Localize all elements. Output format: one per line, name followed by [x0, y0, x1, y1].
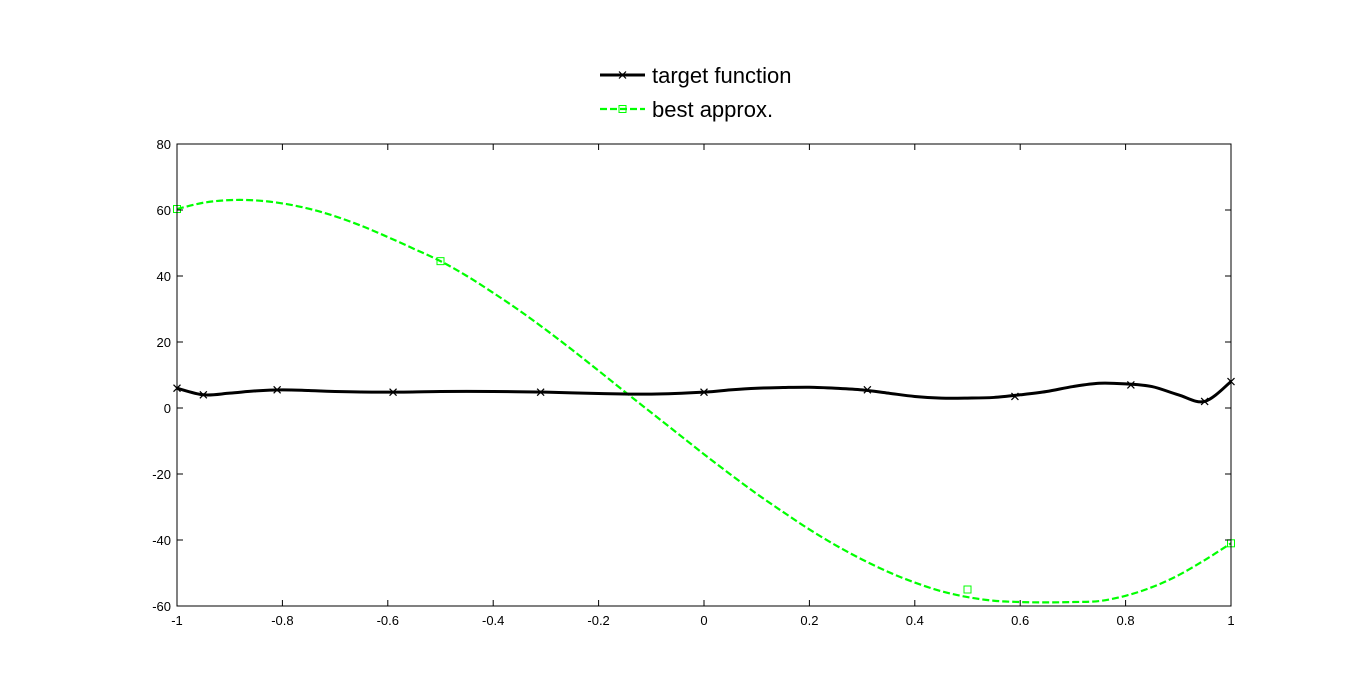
y-tick-label: 20 — [157, 335, 171, 350]
data-point-target-function — [199, 390, 208, 399]
data-point-target-function — [1011, 392, 1019, 401]
legend-label-target-function: target function — [652, 63, 791, 88]
data-point-target-function — [700, 388, 708, 397]
x-tick-label: 1 — [1227, 613, 1234, 628]
x-tick-label: -0.6 — [377, 613, 399, 628]
legend-marker-shape — [618, 71, 627, 79]
legend: target function best approx. — [600, 63, 791, 122]
data-point-target-function — [273, 385, 282, 394]
legend-marker-best-approx — [618, 105, 627, 113]
y-tick-label: -20 — [152, 467, 171, 482]
x-tick-label: 0.6 — [1011, 613, 1029, 628]
x-tick-label: -0.2 — [587, 613, 609, 628]
x-tick-label: 0.2 — [800, 613, 818, 628]
x-tick-label: 0.4 — [906, 613, 924, 628]
series-line-best-approx — [176, 198, 1232, 604]
series-layer — [173, 198, 1235, 604]
x-tick-label: -0.8 — [271, 613, 293, 628]
data-point-target-function — [863, 385, 872, 394]
data-point-target-function — [536, 388, 545, 397]
y-tick-label: 80 — [157, 137, 171, 152]
data-point-target-function — [389, 388, 397, 397]
data-point-best-approx — [436, 257, 445, 266]
series-line-target-function — [176, 380, 1232, 404]
x-tick-label: 0 — [700, 613, 707, 628]
legend-marker-shape — [618, 105, 627, 113]
data-point-target-function — [1200, 397, 1209, 406]
y-tick-label: 0 — [164, 401, 171, 416]
y-axis: -60 -40 -20 0 20 40 60 80 — [152, 137, 1231, 614]
legend-label-best-approx: best approx. — [652, 97, 773, 122]
data-point-best-approx — [963, 585, 972, 594]
data-point-target-function — [1126, 380, 1135, 389]
y-tick-label: 40 — [157, 269, 171, 284]
x-tick-label: -0.4 — [482, 613, 504, 628]
legend-marker-target-function — [618, 71, 627, 79]
x-tick-label: 0.8 — [1117, 613, 1135, 628]
x-axis: -1 -0.8 -0.6 -0.4 -0.2 0 0.2 0.4 0.6 0.8 1 — [171, 144, 1235, 628]
y-tick-label: -40 — [152, 533, 171, 548]
y-tick-label: 60 — [157, 203, 171, 218]
x-tick-label: -1 — [171, 613, 183, 628]
axes-box — [176, 143, 1232, 607]
y-tick-label: -60 — [152, 599, 171, 614]
